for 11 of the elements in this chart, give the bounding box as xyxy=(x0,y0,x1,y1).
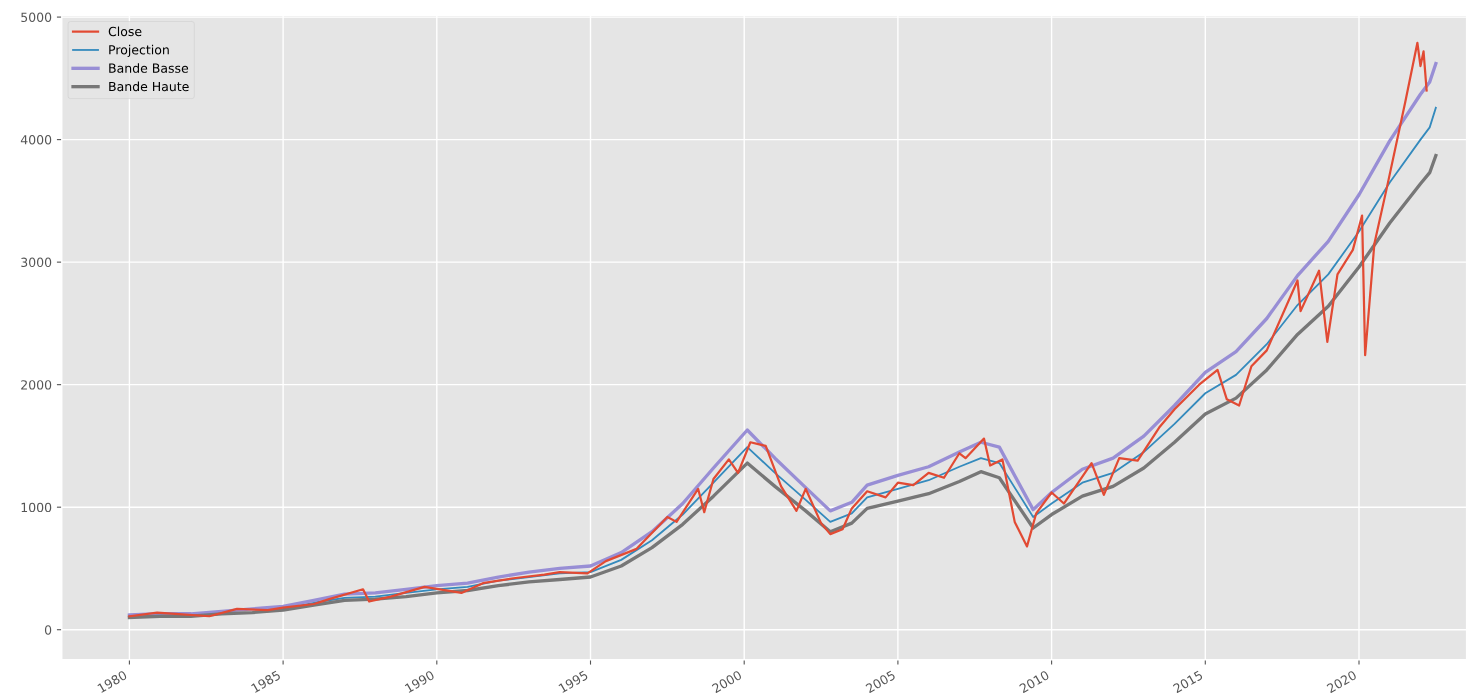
legend-label: Close xyxy=(108,26,142,37)
legend-label: Bande Haute xyxy=(109,81,189,92)
y-tick-label: 0 xyxy=(44,625,52,635)
y-tick-label: 2000 xyxy=(21,380,52,390)
y-tick-label: 1000 xyxy=(21,502,52,513)
y-tick-label: 4000 xyxy=(20,135,52,145)
legend-label: Bande Basse xyxy=(109,63,189,73)
y-tick-label: 5000 xyxy=(21,12,52,23)
legend-label: Projection xyxy=(109,44,169,57)
line-series xyxy=(127,153,1438,620)
y-tick-label: 3000 xyxy=(21,257,52,268)
